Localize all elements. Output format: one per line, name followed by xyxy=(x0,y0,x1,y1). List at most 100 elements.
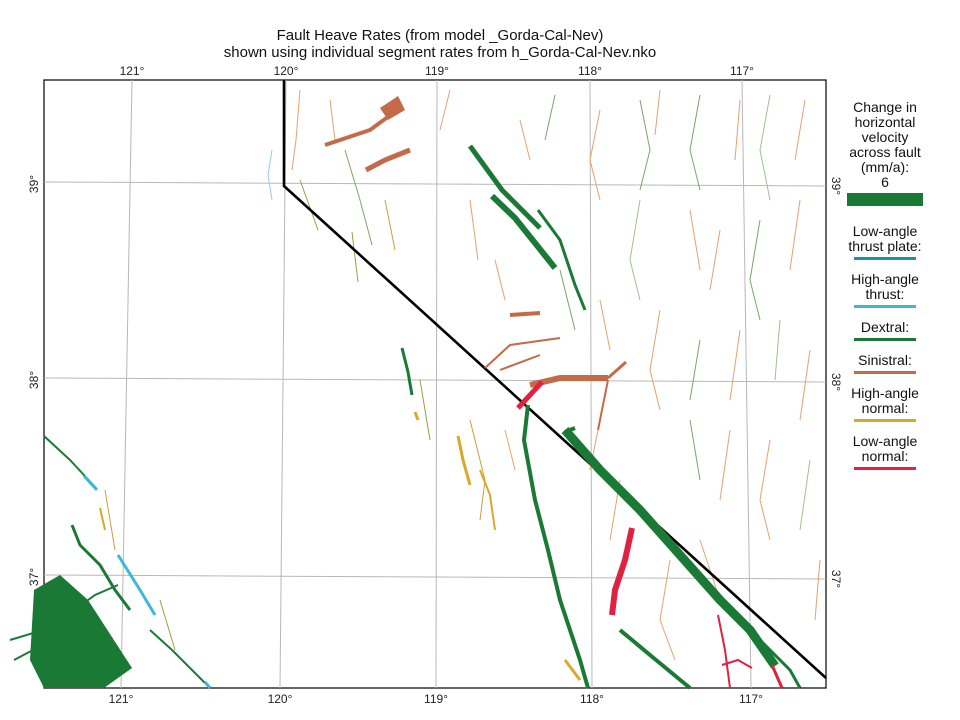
minor-fault xyxy=(719,429,731,501)
minor-fault xyxy=(291,89,301,171)
minor-fault xyxy=(267,149,273,201)
legend-label: normal: xyxy=(861,448,909,464)
legend-scale-line: (mm/a): xyxy=(860,159,910,175)
meridian-117 xyxy=(741,79,752,689)
legend-label: High-angle xyxy=(851,271,919,287)
legend-scale-value: 6 xyxy=(881,174,889,190)
sinistral-fault xyxy=(509,311,541,317)
lon-label-bottom-121: 121° xyxy=(109,692,134,706)
normal-fault xyxy=(479,469,496,531)
low-angle-normal-fault xyxy=(717,614,731,689)
normal-fault xyxy=(563,659,582,681)
dextral-fault xyxy=(400,347,414,396)
dextral-fault xyxy=(561,427,779,669)
minor-fault xyxy=(384,199,396,251)
lat-label-left-38: 38° xyxy=(27,371,41,389)
legend-scale-line: horizontal xyxy=(854,114,916,130)
meridian-119 xyxy=(435,79,438,689)
legend-swatch xyxy=(854,305,916,308)
lon-label-top-121: 121° xyxy=(120,64,145,78)
lon-label-top-120: 120° xyxy=(274,64,299,78)
low-angle-normal-fault xyxy=(721,658,753,669)
minor-fault xyxy=(689,339,701,401)
thrust-plate-ray xyxy=(13,639,53,661)
legend-item-low-angle-thrust: Low-angle thrust plate: xyxy=(838,224,932,260)
legend-label: thrust plate: xyxy=(848,238,922,254)
minor-fault xyxy=(344,149,373,246)
sinistral-faults xyxy=(324,96,627,431)
legend-swatch xyxy=(854,257,916,260)
legend-label: Low-angle xyxy=(852,223,918,239)
dextral-fault xyxy=(536,209,587,311)
meridian-118 xyxy=(589,79,593,689)
minor-fault xyxy=(689,94,701,191)
thrust-faults xyxy=(82,474,212,689)
parallel-38 xyxy=(43,377,827,383)
minor-fault xyxy=(494,259,506,301)
legend-scale-line: Change in xyxy=(853,99,917,115)
dextral-fault xyxy=(618,628,692,690)
minor-fault xyxy=(649,309,661,411)
minor-fault xyxy=(774,319,781,381)
legend-item-sinistral: Sinistral: xyxy=(838,353,932,374)
minor-fault xyxy=(419,379,431,441)
lon-label-bottom-117: 117° xyxy=(739,692,763,706)
thrust-fault xyxy=(116,554,157,616)
normal-fault xyxy=(99,507,106,531)
minor-fault xyxy=(794,99,806,161)
minor-fault xyxy=(759,94,771,201)
minor-fault xyxy=(689,209,701,271)
thrust-fault xyxy=(82,474,99,492)
legend-swatch xyxy=(854,467,916,470)
legend: Change in horizontal velocity across fau… xyxy=(838,100,932,470)
lon-label-bottom-119: 119° xyxy=(424,692,448,706)
legend-swatch xyxy=(854,419,916,422)
lon-label-top-119: 119° xyxy=(425,64,449,78)
low-angle-normal-fault xyxy=(609,527,635,616)
map-subtitle: shown using individual segment rates fro… xyxy=(223,44,657,61)
legend-label: Low-angle xyxy=(852,433,918,449)
lon-label-top-117: 117° xyxy=(730,64,754,78)
minor-fault xyxy=(439,89,451,131)
lon-label-bottom-118: 118° xyxy=(580,692,604,706)
legend-swatch xyxy=(854,371,916,374)
sinistral-fault xyxy=(607,360,627,380)
thrust-fault xyxy=(203,681,212,689)
map-frame xyxy=(43,79,827,689)
legend-item-high-angle-thrust: High-angle thrust: xyxy=(838,272,932,308)
low-angle-normal-fault xyxy=(516,380,544,410)
dextral-fault xyxy=(758,638,802,689)
sinistral-fault xyxy=(499,354,541,371)
minor-fault xyxy=(639,99,651,191)
legend-item-high-angle-normal: High-angle normal: xyxy=(838,386,932,422)
minor-fault xyxy=(789,199,801,271)
title-block: Fault Heave Rates (from model _Gorda-Cal… xyxy=(0,0,880,61)
parallel-39 xyxy=(43,181,827,187)
minor-fault xyxy=(544,94,556,141)
minor-fault xyxy=(659,559,676,661)
lat-label-right-37: 37° xyxy=(829,570,843,588)
legend-scale-line: velocity xyxy=(861,129,909,145)
legend-scale: Change in horizontal velocity across fau… xyxy=(838,100,932,206)
minor-fault xyxy=(709,229,721,291)
legend-item-low-angle-normal: Low-angle normal: xyxy=(838,434,932,470)
dextral-fault xyxy=(149,629,211,689)
legend-label: Sinistral: xyxy=(858,352,912,368)
minor-fault xyxy=(759,439,771,541)
minor-fault xyxy=(469,419,486,521)
sinistral-fault xyxy=(364,147,411,173)
thrust-plate-block xyxy=(9,575,132,688)
minor-fault xyxy=(299,179,319,231)
sinistral-fault xyxy=(484,337,561,369)
low-angle-normal-fault xyxy=(770,664,784,689)
minor-fault xyxy=(749,219,761,321)
minor-fault xyxy=(799,349,811,421)
dextral-fault xyxy=(564,426,576,434)
lat-label-right-39: 39° xyxy=(829,177,843,195)
lat-label-right-38: 38° xyxy=(829,373,843,391)
legend-label: Dextral: xyxy=(860,319,910,335)
meridian-121 xyxy=(120,79,133,689)
thrust-plate-ray xyxy=(9,584,119,641)
legend-scale-swatch xyxy=(847,193,923,206)
